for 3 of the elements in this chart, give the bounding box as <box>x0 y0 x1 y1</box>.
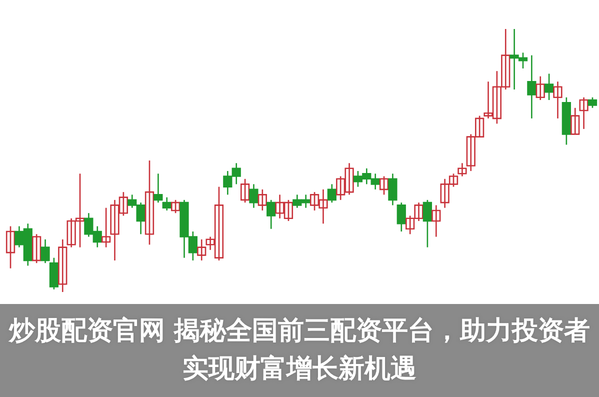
candlestick <box>588 96 598 109</box>
text: 炒股配资官网 揭秘全国前三配资平台，助力投资者实现财富增长新机遇 <box>7 315 592 386</box>
candlestick <box>553 80 562 120</box>
